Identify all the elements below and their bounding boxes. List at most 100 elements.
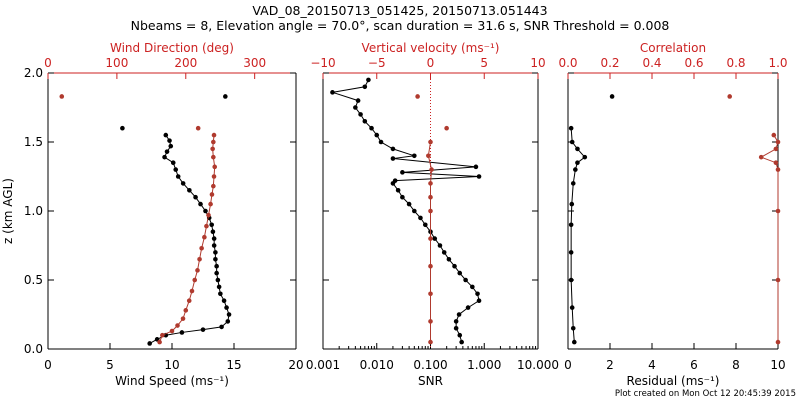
data-point-wind-2 (212, 164, 218, 170)
data-point-snr-0 (476, 298, 482, 304)
data-point-snr-0 (470, 284, 475, 290)
x-top-tick-label: 0.2 (600, 56, 619, 70)
data-point-snr-2 (415, 94, 420, 99)
data-point-correlation-0 (575, 146, 580, 152)
data-point-wind-2 (208, 201, 213, 207)
data-point-correlation-0 (568, 277, 574, 283)
x-bottom-axis-label: SNR (418, 374, 443, 388)
x-bottom-tick-label: 0.010 (360, 358, 394, 372)
series-line-correlation-2 (760, 134, 779, 343)
data-point-correlation-0 (569, 305, 575, 310)
x-bottom-tick-label: 20 (288, 358, 303, 372)
data-point-wind-0 (198, 201, 203, 207)
data-point-wind-2 (157, 339, 162, 345)
data-point-wind-2 (210, 146, 215, 152)
data-point-wind-0 (164, 149, 170, 154)
data-point-snr-0 (378, 139, 384, 145)
x-top-tick-label: −5 (368, 56, 386, 70)
x-top-tick-label: −10 (310, 56, 335, 70)
data-point-correlation-2 (773, 160, 779, 165)
data-point-wind-0 (216, 284, 222, 290)
data-point-wind-2 (211, 174, 217, 179)
x-top-tick-label: 0.4 (642, 56, 661, 70)
data-point-wind-0 (180, 181, 186, 186)
x-top-tick-label: 200 (174, 56, 197, 70)
data-point-snr-0 (453, 326, 459, 331)
data-point-snr-0 (441, 250, 447, 255)
x-top-tick-label: 100 (105, 56, 128, 70)
data-point-snr-1 (426, 153, 431, 159)
data-point-wind-0 (162, 154, 167, 160)
data-point-snr-0 (390, 156, 396, 161)
data-point-snr-1 (428, 339, 433, 345)
x-top-axis-label: Correlation (640, 41, 706, 55)
data-point-wind-0 (179, 330, 185, 335)
data-point-correlation-2 (775, 167, 781, 172)
data-point-wind-0 (203, 208, 208, 214)
series-line-snr-0 (332, 79, 480, 343)
x-top-tick-label: 300 (243, 56, 266, 70)
data-point-wind-0 (219, 324, 224, 330)
data-point-snr-1 (429, 167, 434, 172)
data-point-wind-0 (210, 229, 216, 234)
data-point-correlation-2 (758, 154, 764, 160)
data-point-wind-0 (147, 341, 152, 346)
series-line-wind-0 (149, 134, 230, 344)
data-point-correlation-2 (773, 146, 779, 152)
data-point-wind-0 (187, 188, 192, 193)
series-line-snr-1 (427, 141, 433, 343)
data-point-wind-3 (195, 125, 201, 131)
data-point-correlation-0 (569, 201, 575, 207)
data-point-wind-0 (211, 236, 217, 241)
x-bottom-tick-label: 6 (690, 358, 698, 372)
data-point-wind-2 (192, 277, 198, 283)
data-point-snr-0 (358, 112, 363, 117)
data-point-snr-0 (374, 132, 380, 138)
x-bottom-tick-label: 10 (770, 358, 785, 372)
data-point-snr-0 (459, 339, 464, 345)
data-point-correlation-0 (582, 154, 588, 160)
data-point-snr-0 (395, 188, 401, 193)
data-point-wind-0 (167, 138, 172, 143)
data-point-snr-0 (412, 208, 417, 214)
data-point-correlation-2 (775, 208, 781, 214)
data-point-wind-0 (226, 312, 232, 317)
data-point-snr-0 (457, 270, 463, 276)
data-point-wind-2 (195, 268, 200, 273)
data-point-wind-2 (160, 332, 165, 338)
x-top-axis-label: Wind Direction (deg) (110, 41, 234, 55)
data-point-snr-0 (418, 215, 423, 221)
data-point-snr-0 (437, 243, 443, 248)
data-point-wind-0 (175, 174, 181, 179)
data-point-snr-0 (475, 291, 480, 297)
data-point-snr-0 (432, 236, 438, 241)
data-point-wind-2 (199, 245, 204, 251)
data-point-correlation-0 (568, 125, 574, 131)
data-point-correlation-0 (573, 167, 578, 172)
data-point-wind-2 (211, 183, 216, 189)
x-top-tick-label: 0.8 (726, 56, 745, 70)
chart-title: VAD_08_20150713_051425, 20150713.051443 (252, 3, 548, 18)
data-point-snr-0 (457, 332, 463, 338)
x-bottom-axis-label: Residual (ms⁻¹) (627, 374, 720, 388)
data-point-correlation-0 (572, 339, 577, 345)
data-point-snr-0 (473, 164, 479, 170)
y-tick-label: 1.0 (24, 204, 43, 218)
data-point-correlation-2 (775, 339, 781, 345)
data-point-snr-0 (422, 222, 428, 228)
data-point-snr-2 (444, 125, 449, 131)
data-point-snr-1 (428, 291, 433, 297)
x-bottom-axis-label: Wind Speed (ms⁻¹) (115, 374, 229, 388)
data-point-wind-2 (175, 323, 180, 328)
series-line-correlation-0 (570, 128, 586, 343)
x-top-tick-label: 10 (530, 56, 545, 70)
plot-created-footer: Plot created on Mon Oct 12 20:45:39 2015 (614, 389, 796, 399)
data-point-snr-0 (362, 119, 368, 124)
data-point-snr-0 (362, 84, 368, 90)
data-point-snr-0 (400, 170, 405, 175)
data-point-snr-0 (366, 77, 371, 83)
data-point-correlation-0 (569, 139, 575, 145)
y-tick-label: 0.5 (24, 273, 43, 287)
data-point-correlation-1 (609, 94, 615, 99)
